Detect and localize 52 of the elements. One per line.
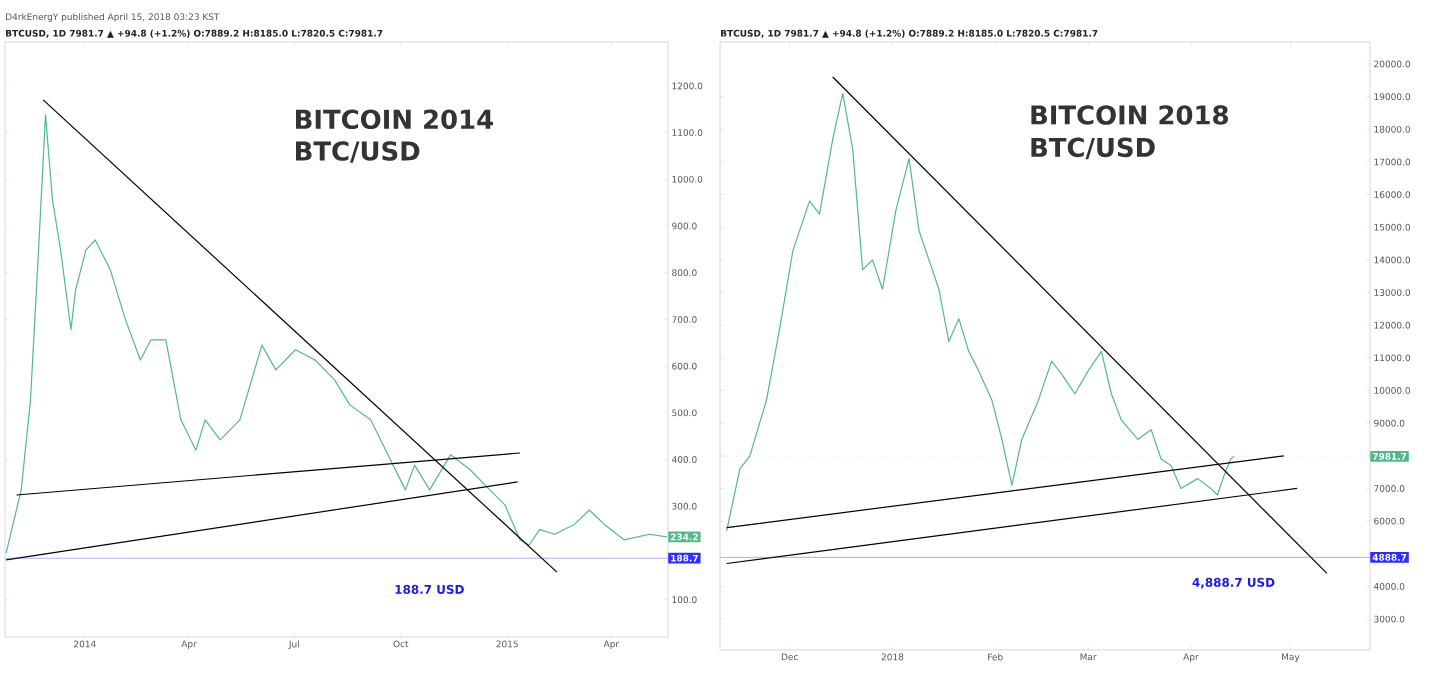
y-tick-label: 400.0 [671,456,697,463]
y-tick-label: 10000.0 [1374,387,1411,394]
y-tick-label: 12000.0 [1374,321,1411,329]
chart-title: D4rkEnergY published April 15, 2018 03:23 KST [6,13,220,22]
x-tick-label: Apr [603,640,620,649]
ref-line-label: 188.7 [671,554,698,562]
x-tick-label: 2014 [74,640,96,648]
annotation: BTC/USD [1031,137,1155,160]
annotation: 188.7 USD [395,584,464,594]
y-tick-label: 1100.0 [672,129,703,136]
y-tick-label: 1200.0 [672,82,703,90]
y-tick-label: 11000.0 [1374,354,1411,362]
chart-subtitle: BTCUSD, 1D 7981.7 ▲ +94.8 (+1.2%) O:7889.2 H:8185.0 L:7820.5 C:7981.7 [721,29,1098,38]
y-tick-label: 1000.0 [672,175,703,183]
annotation: BTC/USD [296,141,420,163]
y-tick-label: 600.0 [672,362,697,370]
y-tick-label: 7000.0 [1374,485,1405,492]
annotation: 4,888.7 USD [1192,577,1275,589]
annotation: BITCOIN 2018 [1031,105,1228,125]
y-tick-label: 14000.0 [1374,256,1411,264]
ref-line-label: 4888.7 [1372,553,1407,561]
y-tick-label: 20000.0 [1374,60,1411,68]
x-tick-label: Apr [181,640,197,649]
x-tick-label: Apr [1183,653,1199,662]
y-tick-label: 500.0 [672,409,697,417]
y-tick-label: 15000.0 [1374,223,1411,231]
y-tick-label: 16000.0 [1374,191,1411,198]
y-tick-label: 6000.0 [1374,517,1405,525]
chart-subtitle: BTCUSD, 1D 7981.7 ▲ +94.8 (+1.2%) O:7889.2 H:8185.0 L:7820.5 C:7981.7 [6,29,383,38]
y-tick-label: 800.0 [672,269,697,277]
x-tick-label: Mar [1080,653,1097,661]
x-tick-label: 2015 [496,640,518,648]
y-tick-label: 18000.0 [1374,125,1411,133]
y-tick-label: 4000.0 [1373,582,1405,590]
y-tick-label: 100.0 [672,596,697,604]
x-tick-label: 2018 [881,653,904,661]
y-tick-label: 300.0 [672,502,697,510]
annotation: 234.2 [670,533,698,541]
x-tick-label: Oct [393,640,409,648]
x-tick-label: May [1282,653,1300,662]
annotation: BITCOIN 2014 [296,109,493,130]
x-tick-label: Feb [988,653,1003,661]
y-tick-label: 13000.0 [1374,289,1411,296]
y-tick-label: 19000.0 [1374,93,1411,101]
x-tick-label: Jul [288,640,299,650]
y-tick-label: 900.0 [672,222,697,230]
ref-line-label: 7981.7 [1372,452,1407,460]
y-tick-label: 700.0 [672,316,697,323]
y-tick-label: 9000.0 [1374,419,1405,427]
y-tick-label: 3000.0 [1374,615,1405,623]
y-tick-label: 17000.0 [1374,158,1411,166]
x-tick-label: Dec [781,653,798,661]
